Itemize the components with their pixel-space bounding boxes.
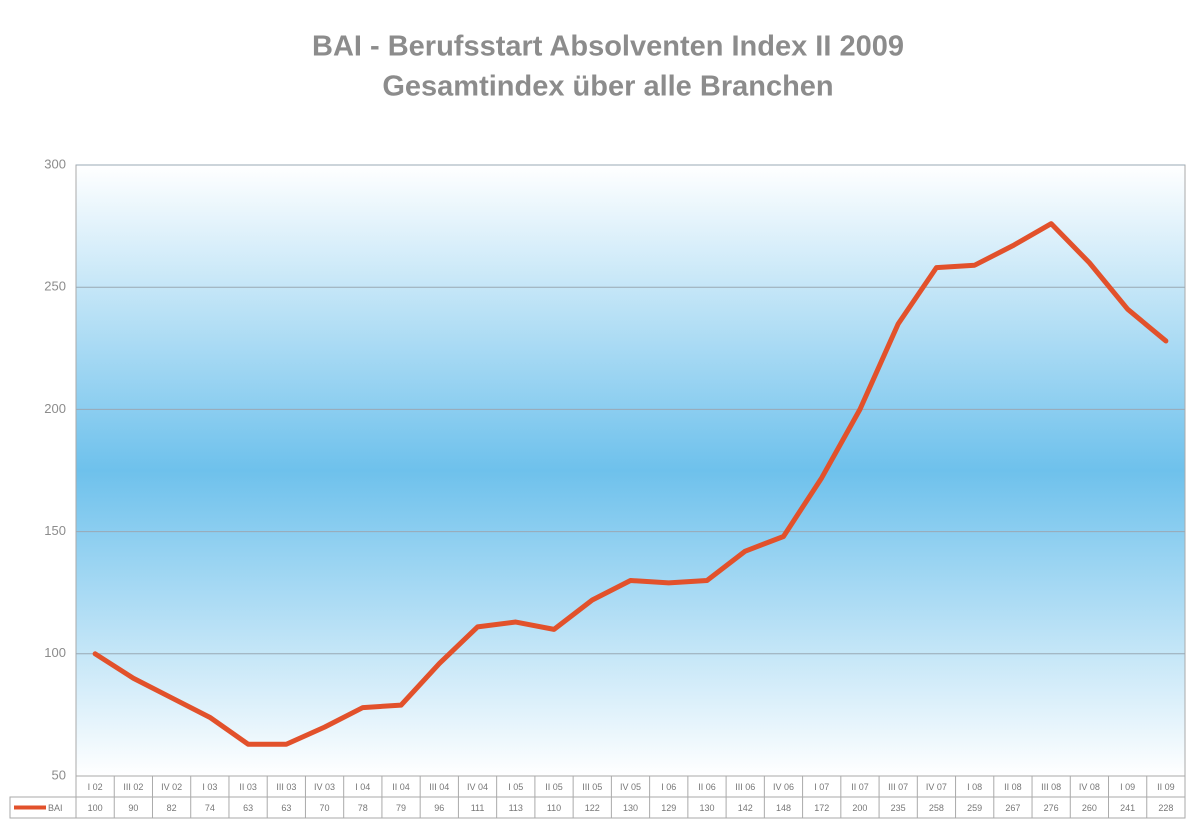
x-tick-label: IV 06 (773, 782, 794, 792)
data-label: 258 (929, 803, 944, 813)
x-tick-label: IV 02 (161, 782, 182, 792)
y-tick-label: 100 (44, 645, 66, 660)
data-label: 100 (88, 803, 103, 813)
x-tick-label: II 09 (1157, 782, 1175, 792)
x-tick-label: II 04 (392, 782, 410, 792)
data-label: 260 (1082, 803, 1097, 813)
x-tick-label: II 05 (545, 782, 563, 792)
x-tick-label: I 09 (1120, 782, 1135, 792)
data-label: 130 (699, 803, 714, 813)
data-label: 74 (205, 803, 215, 813)
data-label: 79 (396, 803, 406, 813)
data-label: 113 (509, 803, 523, 813)
x-tick-label: II 03 (239, 782, 257, 792)
data-label: 63 (243, 803, 253, 813)
x-tick-label: III 04 (429, 782, 449, 792)
data-label: 276 (1044, 803, 1059, 813)
data-label: 130 (623, 803, 638, 813)
x-tick-label: I 05 (508, 782, 523, 792)
x-tick-label: I 06 (661, 782, 676, 792)
x-tick-label: I 02 (88, 782, 103, 792)
data-label: 241 (1120, 803, 1135, 813)
plot-area (75, 164, 1186, 777)
x-tick-label: II 08 (1004, 782, 1022, 792)
x-tick-label: III 03 (276, 782, 296, 792)
y-tick-label: 300 (44, 156, 66, 171)
x-tick-label: III 02 (123, 782, 143, 792)
data-label: 228 (1158, 803, 1173, 813)
x-tick-label: II 07 (851, 782, 869, 792)
y-tick-label: 200 (44, 401, 66, 416)
x-tick-label: III 07 (888, 782, 908, 792)
x-tick-label: IV 04 (467, 782, 488, 792)
y-tick-label: 250 (44, 279, 66, 294)
data-label: 70 (320, 803, 330, 813)
x-tick-label: III 08 (1041, 782, 1061, 792)
data-label: 63 (281, 803, 291, 813)
data-label: 122 (585, 803, 600, 813)
data-label: 111 (471, 803, 485, 813)
x-tick-label: III 06 (735, 782, 755, 792)
x-tick-label: I 04 (355, 782, 370, 792)
data-label: 90 (128, 803, 138, 813)
x-tick-label: I 08 (967, 782, 982, 792)
x-tick-label: I 03 (202, 782, 217, 792)
y-tick-label: 50 (52, 767, 66, 782)
line (92, 221, 1169, 747)
x-tick-label: IV 05 (620, 782, 641, 792)
x-tick-label: III 05 (582, 782, 602, 792)
data-label: 110 (547, 803, 561, 813)
chart-title: BAI - Berufsstart Absolventen Index II 2… (312, 31, 904, 63)
data-label: 148 (776, 803, 791, 813)
data-label: 78 (358, 803, 368, 813)
x-tick-label: IV 03 (314, 782, 335, 792)
data-label: 235 (891, 803, 906, 813)
data-label: 82 (167, 803, 177, 813)
x-tick-label: II 06 (698, 782, 716, 792)
y-tick-label: 150 (44, 523, 66, 538)
data-label: 172 (814, 803, 829, 813)
data-label: 267 (1005, 803, 1020, 813)
data-label: 96 (434, 803, 444, 813)
legend-label: BAI (48, 803, 63, 813)
x-tick-label: I 07 (814, 782, 829, 792)
data-label: 129 (661, 803, 676, 813)
data-label: 259 (967, 803, 982, 813)
data-label: 200 (852, 803, 867, 813)
x-tick-label: IV 08 (1079, 782, 1100, 792)
x-tick-label: IV 07 (926, 782, 947, 792)
chart-subtitle: Gesamtindex über alle Branchen (382, 71, 833, 103)
data-label: 142 (738, 803, 753, 813)
